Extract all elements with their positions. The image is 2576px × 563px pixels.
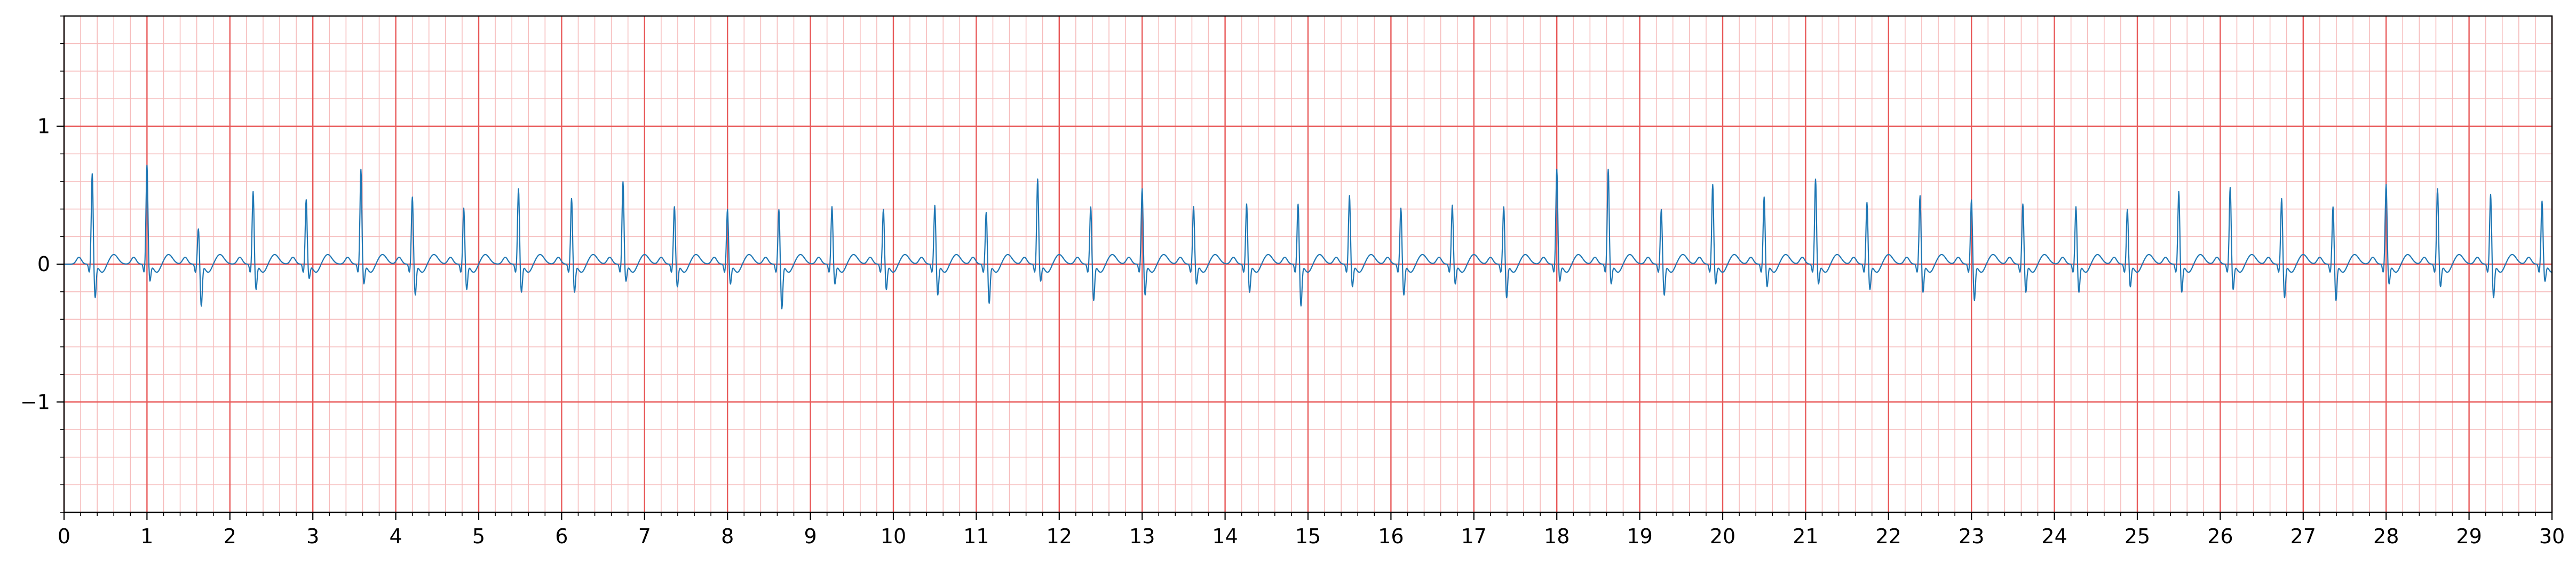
y-tick-label: 1 <box>37 115 50 138</box>
x-tick-label: 12 <box>1047 525 1072 548</box>
x-tick-label: 22 <box>1876 525 1901 548</box>
x-tick-label: 11 <box>963 525 989 548</box>
x-tick-label: 15 <box>1295 525 1321 548</box>
x-tick-label: 16 <box>1378 525 1404 548</box>
x-tick-label: 2 <box>224 525 236 548</box>
x-tick-label: 0 <box>58 525 70 548</box>
x-tick-label: 6 <box>555 525 568 548</box>
x-tick-label: 26 <box>2207 525 2233 548</box>
y-tick-label: −1 <box>20 390 50 414</box>
x-tick-label: 14 <box>1212 525 1238 548</box>
x-tick-label: 1 <box>140 525 153 548</box>
x-axis-ticks: 0 1 2 3 4 5 6 7 8 9 10 11 12 13 14 15 16 17 18 19 20 21 22 23 24… <box>58 512 2565 548</box>
x-tick-label: 8 <box>721 525 734 548</box>
x-tick-label: 23 <box>1959 525 1984 548</box>
x-tick-label: 3 <box>306 525 319 548</box>
x-tick-label: 5 <box>472 525 485 548</box>
x-tick-label: 4 <box>390 525 402 548</box>
x-tick-label: 21 <box>1793 525 1818 548</box>
x-tick-label: 17 <box>1461 525 1487 548</box>
y-tick-label: 0 <box>37 252 50 276</box>
x-tick-label: 7 <box>638 525 651 548</box>
x-tick-label: 27 <box>2290 525 2316 548</box>
x-tick-label: 13 <box>1129 525 1155 548</box>
x-tick-label: 19 <box>1627 525 1652 548</box>
x-tick-label: 24 <box>2041 525 2067 548</box>
ecg-series-line <box>64 164 2553 310</box>
x-tick-label: 29 <box>2456 525 2482 548</box>
x-tick-label: 10 <box>881 525 906 548</box>
y-axis-ticks: −1 0 1 <box>20 15 64 513</box>
x-tick-label: 30 <box>2539 525 2565 548</box>
x-tick-label: 25 <box>2125 525 2150 548</box>
x-tick-label: 28 <box>2373 525 2399 548</box>
ecg-trace <box>64 164 2553 310</box>
major-grid <box>63 16 2553 512</box>
x-tick-label: 9 <box>804 525 817 548</box>
x-tick-label: 18 <box>1544 525 1570 548</box>
x-tick-label: 20 <box>1710 525 1735 548</box>
